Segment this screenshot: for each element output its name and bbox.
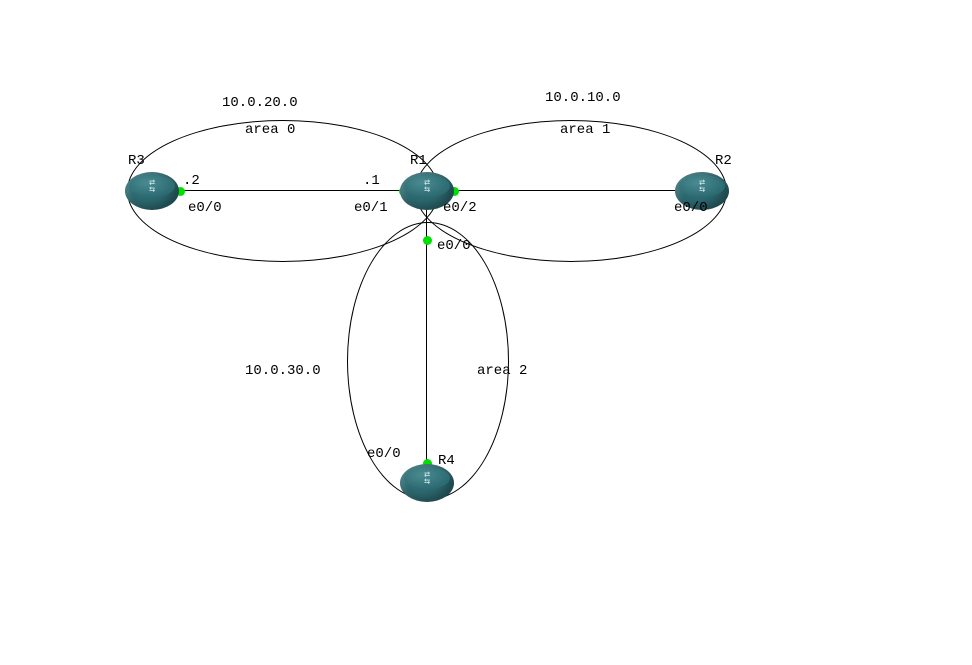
area-label-area0: area 0 bbox=[245, 122, 295, 138]
port-dot bbox=[423, 236, 432, 245]
router-label-r1: R1 bbox=[410, 153, 427, 169]
router-label-r4: R4 bbox=[438, 453, 455, 469]
net-label-area0: 10.0.20.0 bbox=[222, 95, 298, 111]
area-label-area2: area 2 bbox=[477, 363, 527, 379]
if-label: e0/2 bbox=[443, 200, 477, 216]
router-label-r3: R3 bbox=[128, 153, 145, 169]
router-r4: ⇄⇆ bbox=[400, 464, 454, 502]
if-label: e0/0 bbox=[437, 238, 471, 254]
if-label: e0/1 bbox=[354, 200, 388, 216]
if-label: e0/0 bbox=[367, 446, 401, 462]
if-label: .1 bbox=[363, 173, 380, 189]
router-r3: ⇄⇆ bbox=[125, 172, 179, 210]
link-r1-r4 bbox=[426, 210, 427, 468]
net-label-area2: 10.0.30.0 bbox=[245, 363, 321, 379]
link-r1-r3 bbox=[179, 190, 400, 191]
link-r1-r2 bbox=[454, 190, 680, 191]
if-label: e0/0 bbox=[674, 200, 708, 216]
if-label: .2 bbox=[183, 173, 200, 189]
if-label: e0/0 bbox=[188, 200, 222, 216]
router-label-r2: R2 bbox=[715, 153, 732, 169]
diagram-canvas: ⇄⇆ ⇄⇆ ⇄⇆ ⇄⇆ 10.0.20.0 area 0 10.0.10.0 a… bbox=[0, 0, 972, 665]
net-label-area1: 10.0.10.0 bbox=[545, 90, 621, 106]
area-label-area1: area 1 bbox=[560, 122, 610, 138]
